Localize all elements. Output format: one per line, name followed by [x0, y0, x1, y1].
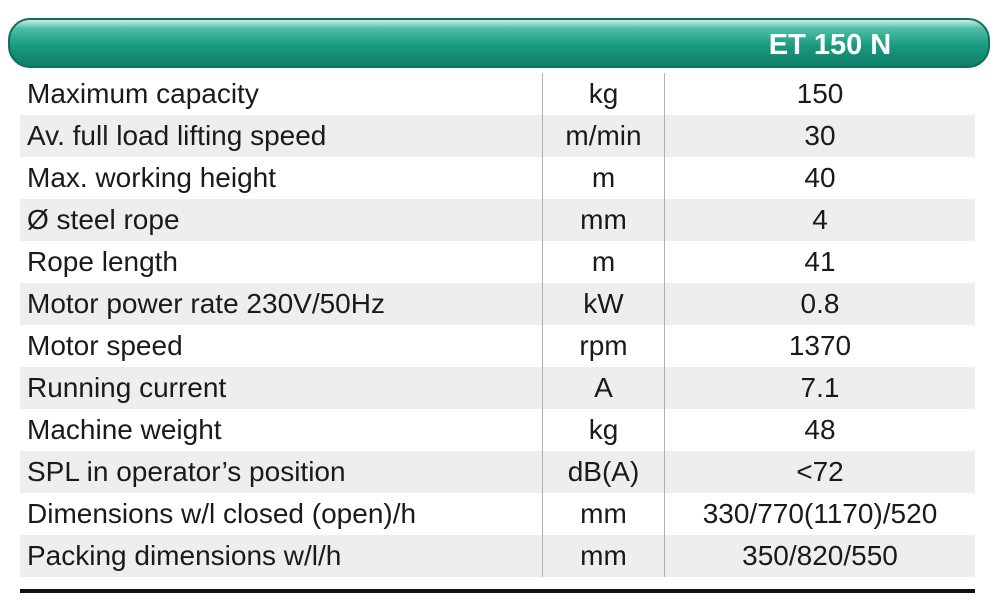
table-row: Dimensions w/l closed (open)/h mm 330/770(… — [20, 493, 975, 535]
parameter-cell: Dimensions w/l closed (open)/h — [20, 493, 543, 535]
unit-cell: rpm — [543, 325, 665, 367]
table-row: Maximum capacity kg 150 — [20, 73, 975, 115]
header-bar: ET 150 N — [8, 18, 990, 68]
parameter-cell: Motor speed — [20, 325, 543, 367]
unit-cell: mm — [543, 493, 665, 535]
table-row: Running current A 7.1 — [20, 367, 975, 409]
unit-cell: m — [543, 157, 665, 199]
table-row: Av. full load lifting speed m/min 30 — [20, 115, 975, 157]
parameter-cell: Maximum capacity — [20, 73, 543, 115]
parameter-cell: Running current — [20, 367, 543, 409]
bottom-rule — [20, 589, 975, 593]
value-cell: 1370 — [788, 330, 852, 361]
unit-cell: mm — [543, 535, 665, 577]
value-cell: 41 — [804, 246, 836, 277]
value-cell: 0.8 — [800, 288, 840, 319]
unit-cell: m/min — [543, 115, 665, 157]
table-row: Rope length m 41 — [20, 241, 975, 283]
value-cell: 30 — [804, 120, 836, 151]
table-row: Ø steel rope mm 4 — [20, 199, 975, 241]
unit-cell: m — [543, 241, 665, 283]
unit-cell: mm — [543, 199, 665, 241]
value-cell: 7.1 — [800, 372, 840, 403]
parameter-cell: Machine weight — [20, 409, 543, 451]
parameter-cell: Rope length — [20, 241, 543, 283]
unit-cell: kW — [543, 283, 665, 325]
parameter-cell: Av. full load lifting speed — [20, 115, 543, 157]
table-row: Max. working height m 40 — [20, 157, 975, 199]
unit-cell: dB(A) — [543, 451, 665, 493]
value-cell: 40 — [804, 162, 836, 193]
table-row: Packing dimensions w/l/h mm 350/820/550 — [20, 535, 975, 577]
table-row: SPL in operator’s position dB(A) <72 — [20, 451, 975, 493]
parameter-cell: Motor power rate 230V/50Hz — [20, 283, 543, 325]
table-row: Motor speed rpm 1370 — [20, 325, 975, 367]
table-row: Machine weight kg 48 — [20, 409, 975, 451]
value-cell: 150 — [796, 78, 844, 109]
value-cell: 330/770(1170)/520 — [702, 498, 938, 529]
header-title: ET 150 N — [768, 29, 892, 61]
unit-cell: A — [543, 367, 665, 409]
parameter-cell: Ø steel rope — [20, 199, 543, 241]
value-cell: 4 — [812, 204, 828, 235]
unit-cell: kg — [543, 73, 665, 115]
spec-table: Maximum capacity kg 150 Av. full load lifti… — [20, 73, 975, 577]
value-cell: 48 — [804, 414, 836, 445]
table-row: Motor power rate 230V/50Hz kW 0.8 — [20, 283, 975, 325]
parameter-cell: Packing dimensions w/l/h — [20, 535, 543, 577]
parameter-cell: Max. working height — [20, 157, 543, 199]
value-cell: <72 — [796, 456, 844, 487]
value-cell: 350/820/550 — [742, 540, 898, 571]
unit-cell: kg — [543, 409, 665, 451]
parameter-cell: SPL in operator’s position — [20, 451, 543, 493]
